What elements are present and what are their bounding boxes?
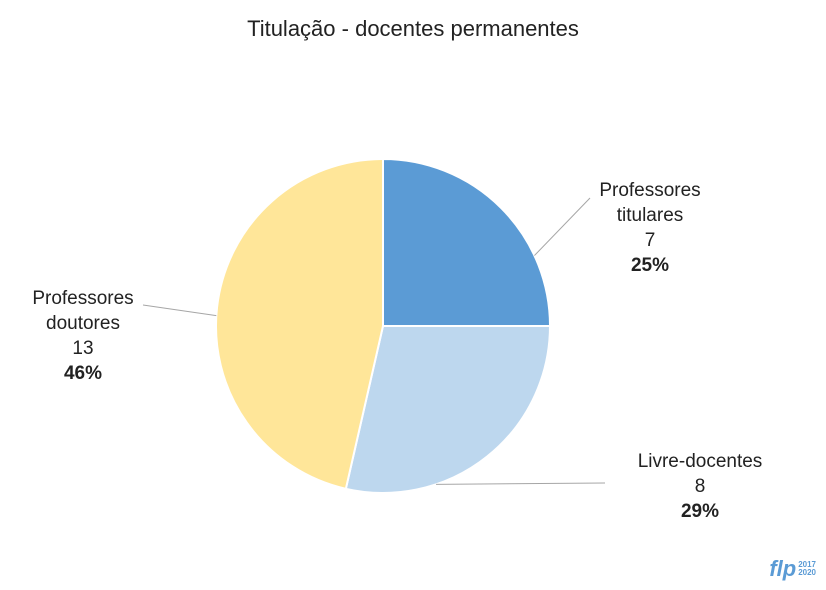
pie-slice [215, 157, 384, 491]
percent-label: 25% [630, 255, 670, 276]
category-label: Livre-docentes [637, 451, 763, 472]
percent-label: 29% [680, 501, 720, 522]
value-label: 8 [694, 476, 706, 497]
logo-year: 2020 [798, 568, 816, 577]
leader-line [436, 482, 606, 485]
category-label: Professores doutores [32, 288, 134, 334]
value-label: 7 [644, 230, 656, 251]
logo-years: 2017 2020 [798, 561, 816, 577]
logo: flp 2017 2020 [769, 556, 816, 582]
data-label: Livre-docentes 8 29% [625, 449, 775, 524]
chart-title: Titulação - docentes permanentes [247, 16, 579, 41]
data-label: Professores doutores 13 46% [8, 286, 158, 386]
logo-text: flp [769, 556, 797, 581]
percent-label: 46% [63, 363, 103, 384]
value-label: 13 [72, 338, 94, 359]
leader-line [534, 197, 591, 256]
category-label: Professores titulares [599, 180, 701, 226]
leader-line [142, 304, 217, 317]
logo-year: 2017 [798, 560, 816, 569]
pie-slice [382, 157, 552, 327]
data-label: Professores titulares 7 25% [575, 178, 725, 278]
pie-slice [344, 325, 552, 494]
